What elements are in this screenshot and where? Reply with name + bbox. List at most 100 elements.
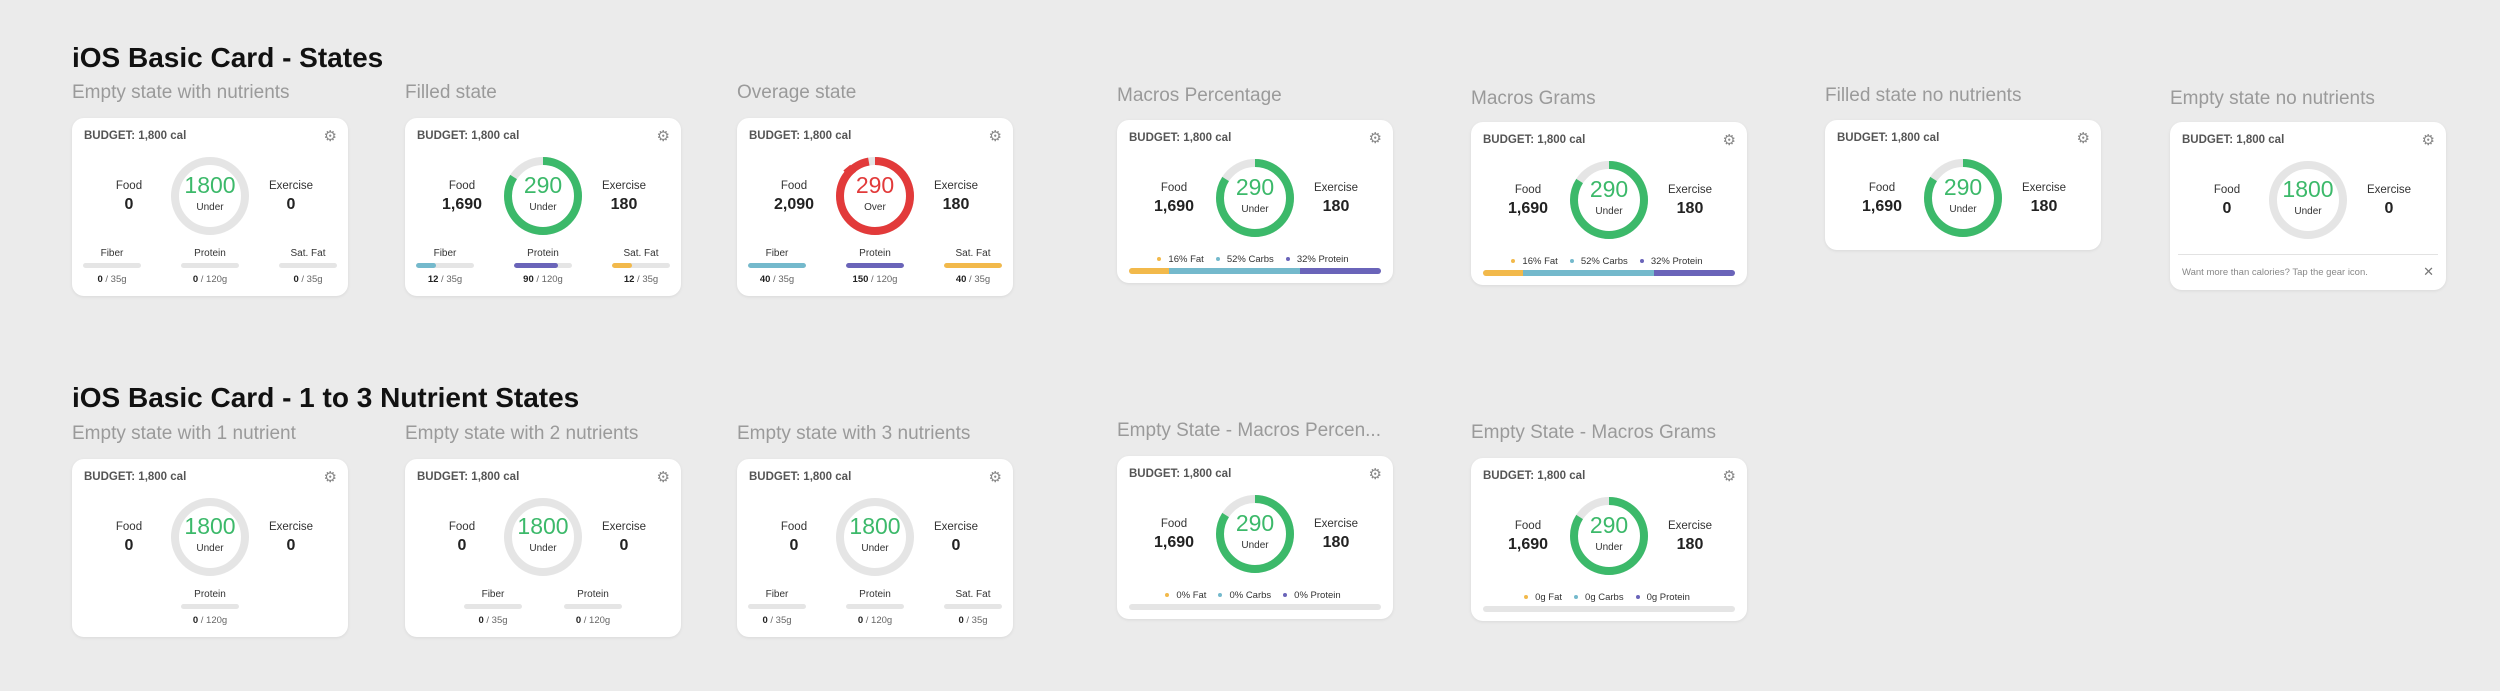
gear-icon[interactable]: ⚙ — [2421, 132, 2435, 149]
macro-protein-segment — [1654, 270, 1735, 276]
exercise-value: 0 — [286, 537, 296, 554]
summary-card[interactable]: BUDGET: 1,800 cal ⚙ Food 1,690 Exercise 180 29… — [1471, 458, 1747, 621]
calorie-ring — [2269, 161, 2347, 239]
nutrient-bar — [944, 604, 1002, 609]
exercise-value: 180 — [1676, 200, 1704, 217]
remaining-calories: 290 — [855, 172, 895, 198]
nutrient-max: 35g — [971, 615, 988, 626]
gear-icon[interactable]: ⚙ — [323, 128, 337, 145]
nutrient-value: 0 — [762, 615, 768, 626]
nutrient-name: Fiber — [765, 589, 789, 600]
ring-track — [2269, 161, 2347, 239]
nutrient-sat-fat: Sat. Fat 12 / 35g — [606, 248, 676, 285]
nutrient-separator: / — [863, 615, 872, 626]
gear-icon[interactable]: ⚙ — [323, 469, 337, 486]
gear-icon[interactable]: ⚙ — [1368, 130, 1382, 147]
nutrient-value: 12 — [623, 274, 635, 285]
macro-protein-label: 32% Protein — [1650, 256, 1703, 267]
remaining-calories: 1800 — [184, 172, 236, 198]
food-stat: Food 0 — [417, 521, 507, 555]
summary-card[interactable]: BUDGET: 1,800 cal ⚙ Food 1,690 Exercise 180 29… — [405, 118, 681, 296]
exercise-stat: Exercise 180 — [911, 180, 1001, 214]
nutrient-quantity: 150 / 120g — [840, 274, 910, 285]
macro-protein-legend: 0g Protein — [1635, 592, 1694, 603]
nutrient-quantity: 40 / 35g — [742, 274, 812, 285]
nutrient-name: Fiber — [433, 248, 457, 259]
nutrient-bar-fill — [612, 263, 632, 268]
budget-label: BUDGET: 1,800 cal — [2182, 134, 2285, 146]
ring-track — [504, 498, 582, 576]
remaining-calories: 290 — [1589, 512, 1629, 538]
macro-carbs-legend: 0% Carbs — [1218, 590, 1275, 601]
exercise-label: Exercise — [933, 521, 979, 533]
food-value: 0 — [124, 196, 134, 213]
gear-icon[interactable]: ⚙ — [656, 469, 670, 486]
food-label: Food — [448, 180, 476, 192]
food-label: Food — [780, 180, 808, 192]
nutrient-value: 0 — [857, 615, 864, 626]
nutrient-max: 120g — [871, 615, 893, 626]
ring-progress — [1216, 495, 1294, 573]
nutrient-name: Protein — [577, 589, 609, 600]
gear-icon[interactable]: ⚙ — [656, 128, 670, 145]
summary-card[interactable]: BUDGET: 1,800 cal ⚙ Food 1,690 Exercise 180 29… — [1117, 456, 1393, 619]
calorie-ring — [1216, 159, 1294, 237]
summary-card[interactable]: BUDGET: 1,800 cal ⚙ Food 1,690 Exercise 180 29… — [1825, 120, 2101, 250]
exercise-label: Exercise — [268, 180, 314, 192]
nutrient-name: Protein — [859, 248, 891, 259]
macro-legend: 0g Fat 0g Carbs 0g Protein — [1471, 592, 1747, 603]
summary-card[interactable]: BUDGET: 1,800 cal ⚙ Food 1,690 Exercise 180 29… — [1471, 122, 1747, 285]
summary-card[interactable]: BUDGET: 1,800 cal ⚙ Food 0 Exercise 0 1800 Unde… — [72, 459, 348, 637]
nutrient-bar — [748, 604, 806, 609]
summary-card[interactable]: BUDGET: 1,800 cal ⚙ Food 0 Exercise 0 1800 Unde… — [405, 459, 681, 637]
gear-icon[interactable]: ⚙ — [1722, 468, 1736, 485]
calorie-ring — [1924, 159, 2002, 237]
summary-card[interactable]: BUDGET: 1,800 cal ⚙ Food 0 Exercise 0 1800 Unde… — [2170, 122, 2446, 290]
card-label: Empty State - Macros Grams — [1471, 422, 1716, 443]
nutrient-value: 12 — [427, 274, 439, 285]
nutrient-name: Sat. Fat — [290, 248, 326, 259]
food-stat: Food 0 — [84, 180, 174, 214]
food-label: Food — [1160, 518, 1188, 530]
macro-carbs-segment — [1523, 270, 1655, 276]
macro-legend: 16% Fat 52% Carbs 32% Protein — [1117, 254, 1393, 265]
legend-dot — [1215, 257, 1220, 262]
macro-bar — [1129, 268, 1381, 274]
nutrient-quantity: 0 / 120g — [175, 615, 245, 626]
calorie-ring-group: 1800 Under — [835, 497, 915, 577]
gear-icon[interactable]: ⚙ — [1368, 466, 1382, 483]
legend-dot — [1511, 259, 1516, 264]
calorie-status: Under — [1241, 204, 1269, 215]
macro-bar — [1483, 606, 1735, 612]
exercise-stat: Exercise 0 — [911, 521, 1001, 555]
macro-carbs-legend: 52% Carbs — [1569, 256, 1632, 267]
card-label: Empty state no nutrients — [2170, 88, 2375, 109]
nutrient-separator: / — [770, 274, 779, 285]
calorie-ring — [836, 498, 914, 576]
calorie-status: Under — [529, 202, 557, 213]
macro-protein-label: 0% Protein — [1294, 590, 1341, 601]
nutrient-max: 35g — [775, 615, 792, 626]
section-title-states: iOS Basic Card - States — [72, 42, 384, 73]
exercise-label: Exercise — [1313, 182, 1359, 194]
gear-icon[interactable]: ⚙ — [1722, 132, 1736, 149]
close-icon[interactable]: ✕ — [2423, 264, 2434, 279]
calorie-ring-group: 290 Under — [503, 156, 583, 236]
nutrient-value: 0 — [575, 615, 582, 626]
summary-card[interactable]: BUDGET: 1,800 cal ⚙ Food 0 Exercise 0 1800 Unde… — [737, 459, 1013, 637]
nutrient-separator: / — [483, 615, 492, 626]
remaining-calories: 290 — [523, 172, 563, 198]
nutrient-value: 150 — [852, 274, 869, 285]
nutrient-hint: Want more than calories? Tap the gear ic… — [2182, 267, 2368, 278]
budget-label: BUDGET: 1,800 cal — [84, 471, 187, 483]
exercise-value: 0 — [286, 196, 296, 213]
calorie-ring — [171, 157, 249, 235]
summary-card[interactable]: BUDGET: 1,800 cal ⚙ Food 0 Exercise 0 1800 Unde… — [72, 118, 348, 296]
summary-card[interactable]: BUDGET: 1,800 cal ⚙ Food 2,090 Exercise 180 29… — [737, 118, 1013, 296]
gear-icon[interactable]: ⚙ — [988, 128, 1002, 145]
gear-icon[interactable]: ⚙ — [2076, 130, 2090, 147]
nutrient-protein: Protein 0 / 120g — [840, 589, 910, 626]
summary-card[interactable]: BUDGET: 1,800 cal ⚙ Food 1,690 Exercise 180 29… — [1117, 120, 1393, 283]
nutrient-bar — [846, 604, 904, 609]
gear-icon[interactable]: ⚙ — [988, 469, 1002, 486]
